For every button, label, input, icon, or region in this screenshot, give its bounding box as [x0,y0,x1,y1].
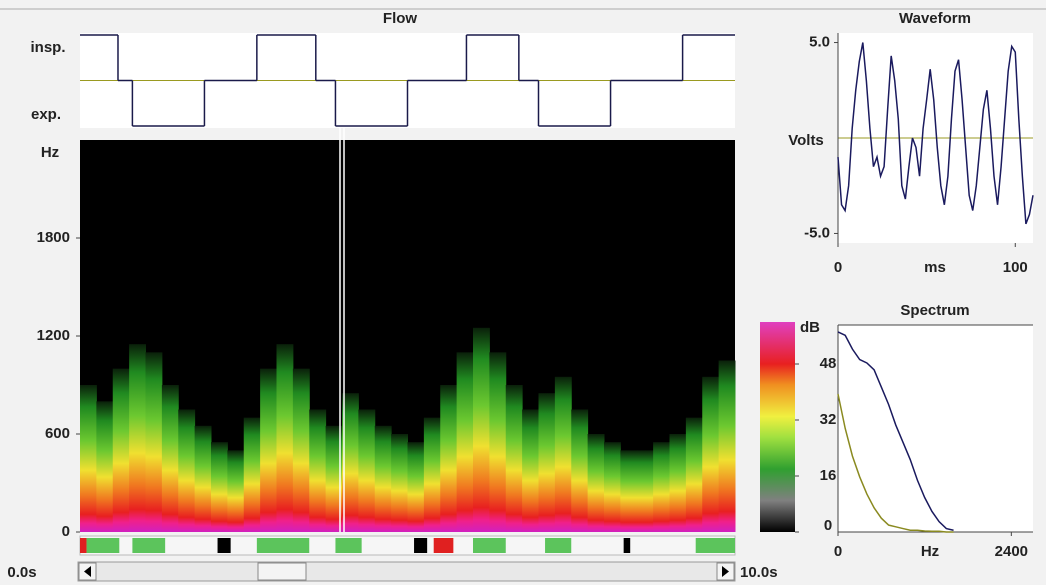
spectrogram-column [309,409,327,532]
spectrogram-column [161,385,179,532]
spectrogram-column [211,442,228,532]
spectrogram-column [325,425,343,532]
spectrogram-column [489,352,507,532]
spectrogram-column [423,417,441,532]
scroll-track[interactable] [77,561,736,582]
exp-label: exp. [31,106,61,123]
spectrogram-y-tick-label: 0 [62,523,70,540]
colorbar-tick-label: 0 [824,517,832,534]
event-marker [86,538,120,553]
spectrogram-y-label: Hz [41,144,59,161]
time-start-label: 0.0s [7,564,36,581]
colorbar-label: dB [800,319,820,336]
scroll-thumb[interactable] [257,562,307,581]
spectrogram-column [145,352,163,532]
spectrum-x-tick-label: 2400 [995,543,1028,560]
event-marker [80,538,87,553]
event-marker [217,538,231,553]
spectrogram-column [538,393,556,532]
spectrogram-column [685,417,703,532]
spectrogram-y-tick-label: 1200 [37,327,70,344]
spectrogram-column [505,385,523,532]
spectrogram-y-tick-label: 1800 [37,229,70,246]
spectrogram-column [522,409,539,532]
spectrogram-column [456,352,474,532]
colorbar-tick-label: 16 [820,467,837,484]
spectrogram-column [129,344,146,532]
spectrogram-column [407,442,425,532]
spectrogram-column [440,385,458,532]
spectrogram-column [292,368,310,532]
event-marker [256,538,310,553]
event-marker [545,538,572,553]
event-marker [695,538,735,553]
spectrum-trace [837,331,954,532]
spectrogram-column [473,327,490,532]
spectrogram-column [636,450,654,532]
spectrogram-column [554,376,572,532]
spectrogram-column [718,360,736,532]
colorbar-tick-label: 48 [820,355,837,372]
spectrogram-y-tick-label: 600 [45,425,70,442]
event-marker [132,538,166,553]
colorbar-tick-label: 32 [820,411,837,428]
scrollbar[interactable] [77,561,736,582]
spectrogram-column [604,442,621,532]
spectrogram-column [276,344,294,532]
waveform-title: Waveform [899,10,971,27]
event-marker [623,538,631,553]
event-marker [433,538,454,553]
spectrogram-column [80,385,97,532]
event-marker [414,538,428,553]
waveform-y-tick-label: 5.0 [809,34,830,51]
insp-label: insp. [30,39,65,56]
spectrogram-column [391,434,408,532]
spectrogram-column [669,434,687,532]
waveform-x-tick-label: 100 [1003,259,1028,276]
right-arrow [722,566,729,577]
spectrogram-column [702,376,720,532]
spectrum-x-tick-label: 0 [834,543,842,560]
spectrogram-column [178,409,196,532]
waveform-x-tick-label: 0 [834,259,842,276]
spectrogram-column [96,401,114,532]
spectrum-title: Spectrum [900,302,969,319]
waveform-y-tick-label: -5.0 [804,224,830,241]
left-arrow [84,566,91,577]
time-end-label: 10.0s [740,564,778,581]
event-marker [335,538,362,553]
waveform-x-label: ms [924,259,946,276]
waveform-trace [837,42,1034,225]
flow-title: Flow [383,10,417,27]
spectrogram-column [620,450,638,532]
event-marker [473,538,506,553]
event-bar [79,535,736,556]
waveform-y-label: Volts [788,132,824,149]
spectrogram-column [243,417,261,532]
spectrogram-column [374,425,392,532]
spectrum-panel [838,325,1033,532]
spectrogram-column [112,368,130,532]
spectrogram-column [227,450,245,532]
spectrogram-column [653,442,670,532]
colorbar [760,322,795,532]
spectrogram-column [342,393,359,532]
spectrum-trace [837,393,954,533]
spectrogram-column [587,434,605,532]
spectrum-x-label: Hz [921,543,939,560]
spectrogram-column [358,409,376,532]
spectrogram-column [571,409,589,532]
spectrogram-column [194,425,212,532]
spectrogram-column [260,368,277,532]
